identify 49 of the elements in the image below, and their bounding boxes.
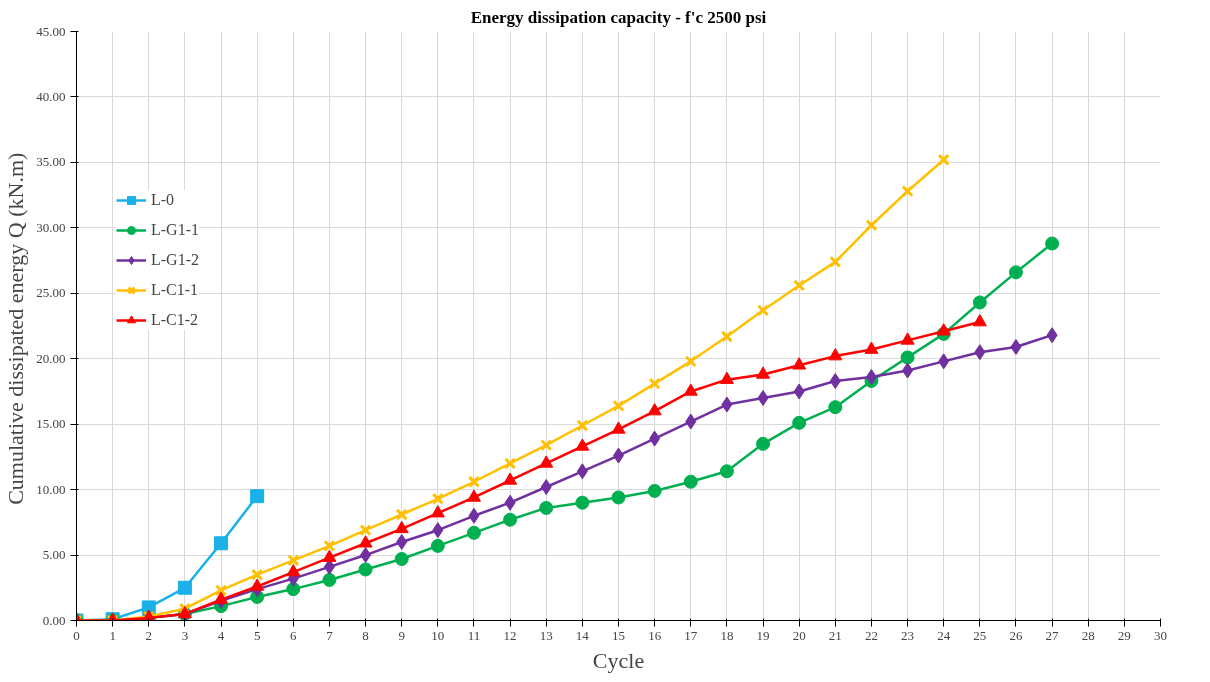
x-tick-label: 23 <box>901 627 915 643</box>
y-tick-label: 30.00 <box>36 219 66 235</box>
y-tick-label: 40.00 <box>36 88 66 104</box>
x-tick-label: 20 <box>792 627 806 643</box>
x-axis-title: Cycle <box>592 647 645 673</box>
x-tick-label: 15 <box>612 627 625 643</box>
x-tick-label: 16 <box>648 627 662 643</box>
chart-title: Energy dissipation capacity - f'c 2500 psi <box>470 7 767 27</box>
y-tick-label: 25.00 <box>36 285 66 301</box>
x-tick-label: 12 <box>503 627 517 643</box>
x-tick-label: 10 <box>431 627 445 643</box>
x-tick-label: 0 <box>73 627 80 643</box>
y-tick-label: 15.00 <box>36 416 66 432</box>
y-tick-label: 45.00 <box>36 23 66 39</box>
x-tick-label: 13 <box>539 627 553 643</box>
x-tick-label: 11 <box>467 627 481 643</box>
x-tick-label: 1 <box>109 627 116 643</box>
y-tick-label: 10.00 <box>36 481 66 497</box>
x-tick-label: 4 <box>217 627 225 643</box>
legend-label: L-0 <box>151 191 175 209</box>
x-tick-label: 21 <box>828 627 842 643</box>
y-tick-label: 5.00 <box>42 547 66 563</box>
y-tick-label: 20.00 <box>36 350 66 366</box>
legend-label: L-G1-2 <box>151 251 199 269</box>
x-tick-label: 9 <box>398 627 405 643</box>
x-tick-label: 24 <box>937 627 951 643</box>
x-tick-label: 17 <box>684 627 698 643</box>
x-tick-label: 19 <box>756 627 770 643</box>
y-tick-label: 35.00 <box>36 154 66 170</box>
x-tick-label: 30 <box>1154 627 1167 643</box>
x-tick-label: 26 <box>1009 627 1023 643</box>
y-axis-title: Cumulative dissipated energy Q (kN.m) <box>3 152 29 505</box>
x-tick-label: 28 <box>1081 627 1095 643</box>
legend-label: L-G1-1 <box>151 221 199 239</box>
x-tick-label: 3 <box>181 627 189 643</box>
x-tick-label: 14 <box>575 627 590 643</box>
x-tick-label: 25 <box>973 627 987 643</box>
x-tick-label: 6 <box>290 627 298 643</box>
legend-label: L-C1-1 <box>151 281 199 299</box>
x-tick-label: 7 <box>326 627 334 643</box>
x-tick-label: 27 <box>1045 627 1060 643</box>
legend-label: L-C1-2 <box>151 311 199 329</box>
x-tick-label: 22 <box>864 627 878 643</box>
x-tick-label: 5 <box>253 627 261 643</box>
x-tick-label: 18 <box>720 627 734 643</box>
x-tick-label: 8 <box>362 627 369 643</box>
x-tick-label: 2 <box>145 627 153 643</box>
x-tick-label: 29 <box>1117 627 1131 643</box>
y-tick-label: 0.00 <box>42 612 66 628</box>
